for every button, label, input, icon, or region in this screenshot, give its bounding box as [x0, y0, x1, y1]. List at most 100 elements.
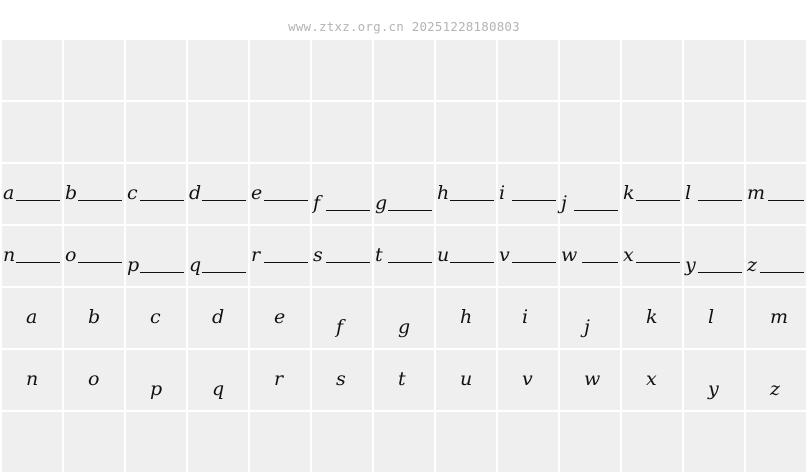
glyph-cell [684, 40, 744, 100]
glyph-x: x [646, 368, 657, 390]
connector-stroke [326, 210, 370, 212]
glyph-g: g [375, 192, 388, 214]
glyph-e: e [274, 306, 286, 328]
glyph-r: r [251, 244, 261, 266]
glyph-cell: d [188, 288, 248, 348]
glyph-h: h [437, 182, 450, 204]
glyph-cell [312, 102, 372, 162]
glyph-cell [250, 40, 310, 100]
glyph-q: q [212, 378, 225, 400]
glyph-cell: f [312, 288, 372, 348]
glyph-j: j [584, 316, 590, 338]
connector-stroke [388, 210, 432, 212]
glyph-cell [188, 412, 248, 472]
glyph-cell: m [746, 288, 806, 348]
glyph-cell: o [64, 350, 124, 410]
glyph-cell [126, 412, 186, 472]
glyph-t: t [398, 368, 406, 390]
glyph-cell: e [250, 288, 310, 348]
glyph-q: q [189, 254, 202, 276]
glyph-z: z [747, 254, 758, 276]
glyph-cell: k [622, 288, 682, 348]
glyph-cell: t [374, 226, 434, 286]
connector-stroke [140, 200, 184, 202]
connector-stroke [264, 200, 308, 202]
glyph-f: f [313, 192, 321, 214]
glyph-cell: k [622, 164, 682, 224]
glyph-cell [746, 40, 806, 100]
glyph-a: a [3, 182, 15, 204]
connector-stroke [450, 200, 494, 202]
glyph-cell: i [498, 288, 558, 348]
glyph-cell [498, 412, 558, 472]
connector-stroke [698, 200, 742, 202]
glyph-cell: r [250, 350, 310, 410]
glyph-y: y [708, 378, 719, 400]
glyph-cell [64, 412, 124, 472]
connector-stroke [768, 200, 804, 202]
glyph-cell: d [188, 164, 248, 224]
glyph-m: m [770, 306, 789, 328]
glyph-cell [560, 412, 620, 472]
glyph-cell: e [250, 164, 310, 224]
glyph-i: i [522, 306, 529, 328]
glyph-n: n [3, 244, 16, 266]
glyph-cell [374, 102, 434, 162]
glyph-cell [684, 412, 744, 472]
glyph-cell: t [374, 350, 434, 410]
glyph-cell [560, 40, 620, 100]
glyph-cell [684, 102, 744, 162]
connector-stroke [16, 200, 60, 202]
connector-stroke [636, 262, 680, 264]
glyph-cell: a [2, 288, 62, 348]
glyph-cell [2, 102, 62, 162]
glyph-cell [436, 102, 496, 162]
glyph-cell [188, 40, 248, 100]
connector-stroke [636, 200, 680, 202]
glyph-cell [436, 40, 496, 100]
glyph-r: r [274, 368, 284, 390]
glyph-f: f [336, 316, 344, 338]
connector-stroke [698, 272, 742, 274]
glyph-t: t [375, 244, 383, 266]
glyph-cell [498, 102, 558, 162]
glyph-cell: l [684, 164, 744, 224]
glyph-a: a [26, 306, 38, 328]
glyph-cell: u [436, 350, 496, 410]
glyph-p: p [150, 378, 163, 400]
glyph-cell [374, 412, 434, 472]
glyph-p: p [127, 254, 140, 276]
glyph-k: k [646, 306, 658, 328]
glyph-cell [622, 412, 682, 472]
connector-stroke [202, 272, 246, 274]
glyph-cell: y [684, 350, 744, 410]
glyph-cell: u [436, 226, 496, 286]
connector-stroke [78, 200, 122, 202]
glyph-cell: p [126, 226, 186, 286]
glyph-cell: l [684, 288, 744, 348]
glyph-k: k [623, 182, 635, 204]
glyph-cell [126, 102, 186, 162]
glyph-cell: m [746, 164, 806, 224]
connector-stroke [78, 262, 122, 264]
glyph-cell: r [250, 226, 310, 286]
connector-stroke [140, 272, 184, 274]
glyph-cell: o [64, 226, 124, 286]
glyph-cell: g [374, 164, 434, 224]
glyph-cell [188, 102, 248, 162]
connector-stroke [388, 262, 432, 264]
glyph-cell: c [126, 164, 186, 224]
glyph-cell [250, 102, 310, 162]
glyph-h: h [460, 306, 473, 328]
glyph-e: e [251, 182, 263, 204]
glyph-c: c [127, 182, 138, 204]
glyph-cell: p [126, 350, 186, 410]
glyph-cell: s [312, 226, 372, 286]
glyph-b: b [88, 306, 101, 328]
glyph-j: j [561, 192, 567, 214]
connector-stroke [582, 262, 618, 264]
watermark-header: www.ztxz.org.cn 20251228180803 [288, 19, 520, 34]
glyph-cell: n [2, 226, 62, 286]
glyph-cell [436, 412, 496, 472]
glyph-g: g [398, 316, 411, 338]
